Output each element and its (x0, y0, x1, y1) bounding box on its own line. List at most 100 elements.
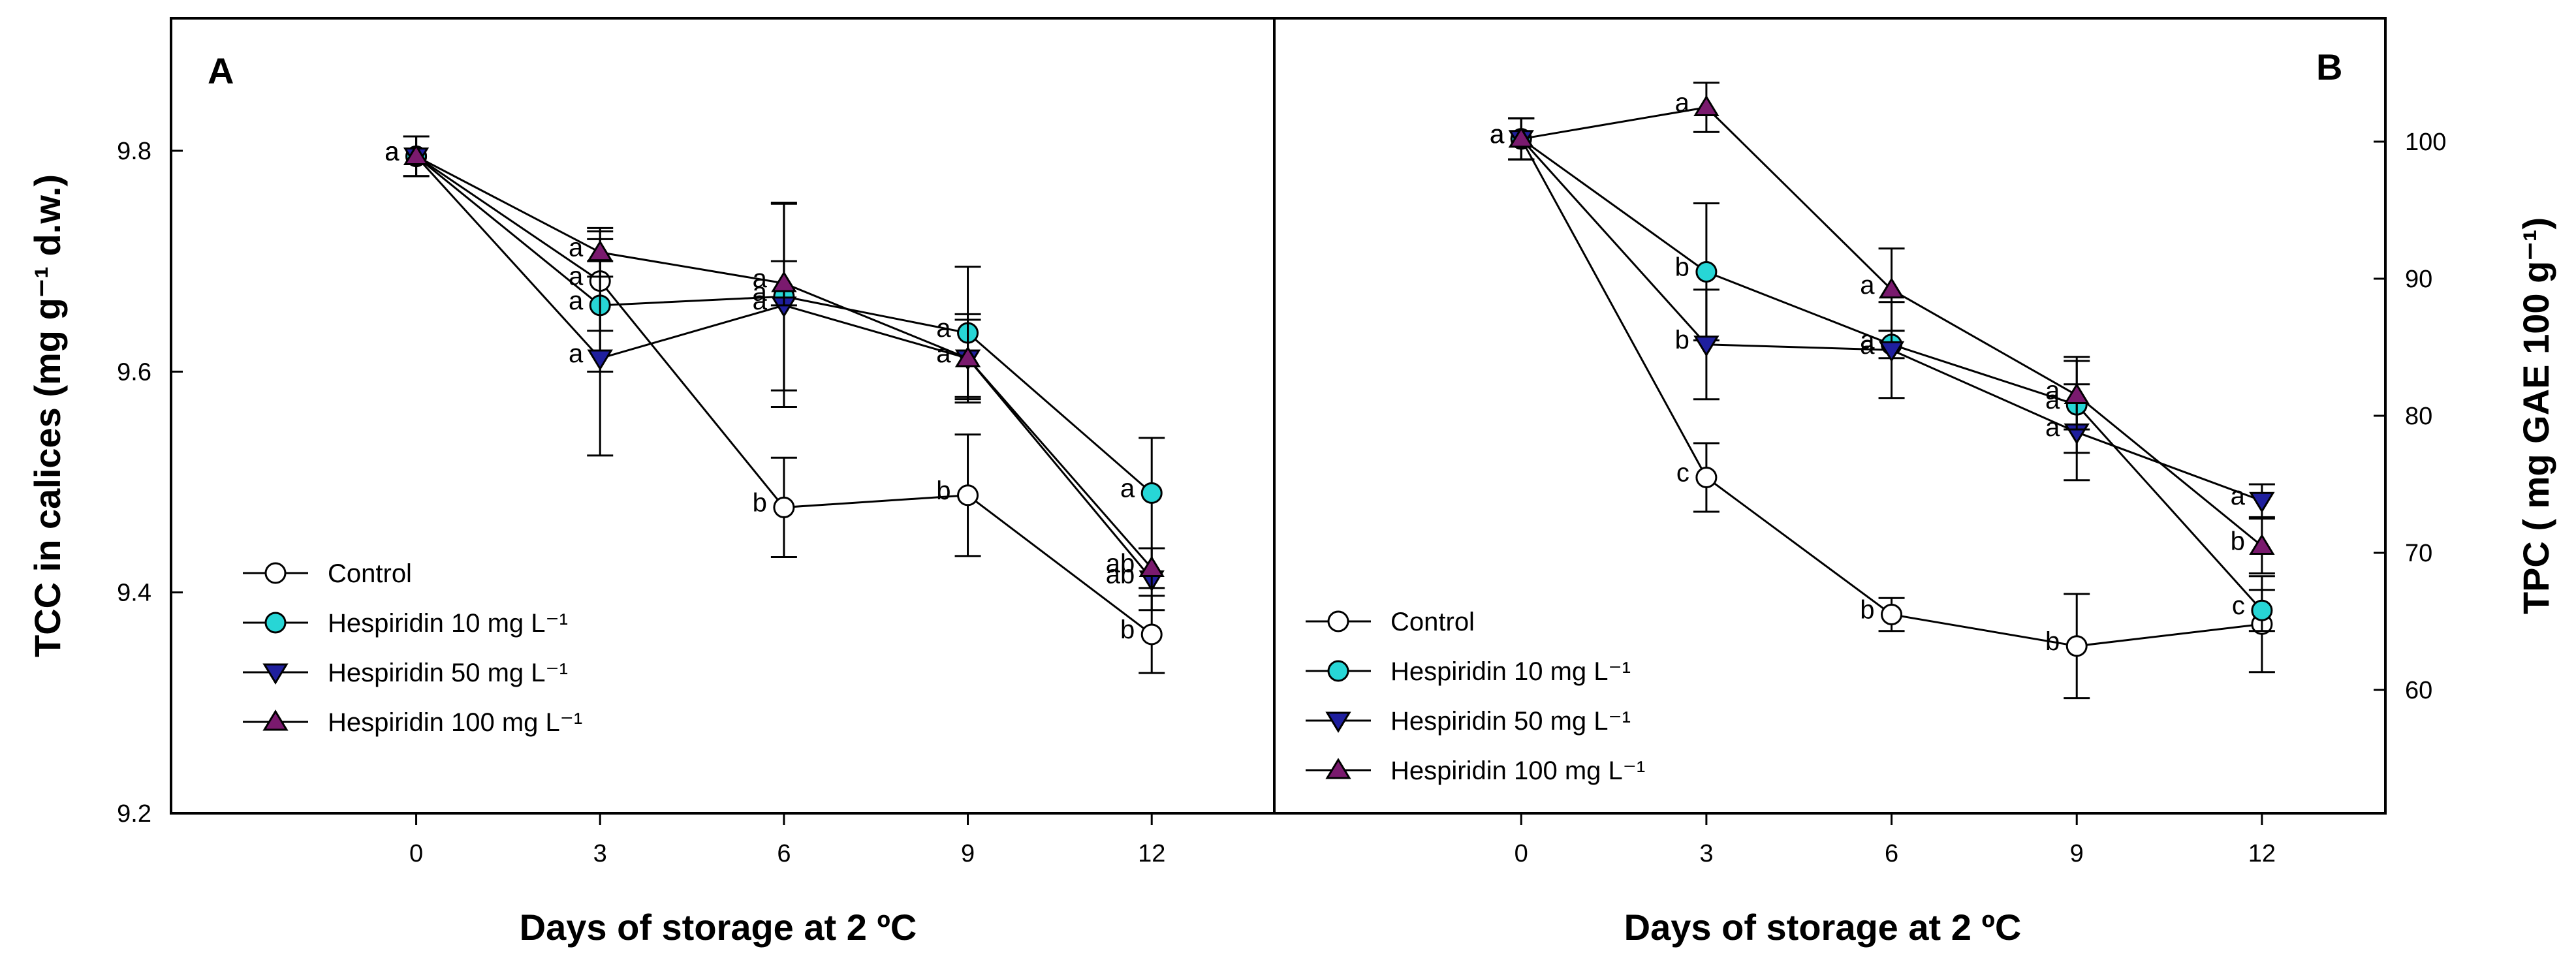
significance-letter: b (2045, 627, 2060, 656)
legend-marker (1327, 610, 1349, 632)
significance-letter: a (385, 137, 400, 166)
data-point (1693, 335, 1720, 357)
significance-letter: b (1675, 326, 1689, 354)
data-point (2251, 599, 2273, 621)
data-point (2249, 491, 2275, 514)
data-point (1878, 277, 1905, 299)
data-point (2249, 533, 2275, 555)
significance-letter: a (569, 234, 584, 262)
data-point (1878, 341, 1905, 363)
data-point (2066, 635, 2088, 657)
legend-label: Control (328, 559, 412, 588)
legend-marker (1325, 758, 1351, 779)
significance-letter: a (385, 137, 400, 166)
legend-label: Hespiridin 100 mg L⁻¹ (1390, 756, 1645, 785)
panel-a-x-axis-title: Days of storage at 2 ºC (520, 907, 917, 948)
significance-letter: a (569, 287, 584, 315)
x-tick-label: 12 (2248, 840, 2276, 867)
legend-marker (262, 663, 289, 685)
significance-letter: a (753, 287, 768, 315)
significance-letter: c (1676, 459, 1689, 488)
legend-label: Hespiridin 50 mg L⁻¹ (1390, 707, 1631, 736)
legend: Control Hespiridin 10 mg L⁻¹ Hespiridin 50… (1306, 608, 1645, 785)
x-tick-label: 0 (409, 840, 423, 867)
data-point (954, 346, 981, 367)
x-tick-label: 9 (2070, 840, 2084, 867)
significance-letter: b (1675, 253, 1689, 282)
significance-letter: a (1490, 120, 1505, 149)
data-point (1693, 95, 1720, 116)
data-point (2064, 382, 2090, 404)
legend-marker (264, 562, 287, 584)
panel-a-letter: A (208, 50, 234, 91)
legend-marker (1327, 660, 1349, 682)
significance-letter: b (936, 476, 950, 505)
significance-letter: a (1490, 120, 1505, 149)
panel-b-y-axis-title: TPC ( mg GAE 100 g⁻¹) (2515, 217, 2556, 614)
data-point (1695, 261, 1718, 283)
y-tick-label: 70 (2405, 540, 2432, 567)
significance-letter: a (936, 339, 951, 368)
significance-letter: a (1675, 89, 1690, 117)
x-tick-label: 9 (961, 840, 975, 867)
legend-label: Control (1390, 608, 1475, 636)
significance-letter: a (2231, 482, 2246, 510)
data-point (1508, 126, 1534, 148)
data-point (587, 349, 613, 371)
data-point (1140, 623, 1163, 646)
data-point (1139, 555, 1165, 577)
significance-letter: b (753, 488, 767, 517)
significance-letter: a (1860, 271, 1875, 300)
significance-letter: b (1860, 596, 1874, 625)
significance-letter: a (385, 137, 400, 166)
data-point (1695, 467, 1718, 488)
legend-label: Hespiridin 100 mg L⁻¹ (328, 708, 582, 737)
significance-letter: a (1490, 120, 1505, 149)
data-point (773, 496, 795, 518)
x-tick-label: 0 (1515, 840, 1528, 867)
y-tick-label: 9.6 (117, 358, 151, 386)
significance-letter: a (385, 137, 400, 166)
data-point (403, 144, 430, 165)
panel-b-frame (1273, 17, 2387, 815)
y-tick-label: 80 (2405, 403, 2432, 430)
y-tick-label: 60 (2405, 677, 2432, 704)
significance-letter: a (1860, 331, 1875, 360)
significance-letter: a (569, 339, 584, 368)
data-point (587, 240, 613, 262)
legend-label: Hespiridin 50 mg L⁻¹ (328, 659, 568, 687)
legend: Control Hespiridin 10 mg L⁻¹ Hespiridin 50… (243, 559, 582, 737)
legend-marker (264, 612, 287, 634)
y-tick-label: 90 (2405, 266, 2432, 293)
significance-letter: a (2045, 386, 2060, 414)
data-point (771, 271, 797, 292)
legend-label: Hespiridin 10 mg L⁻¹ (328, 609, 568, 638)
significance-letter: a (1860, 326, 1875, 354)
data-point (1881, 604, 1903, 625)
significance-letter: b (2231, 527, 2245, 556)
panel-a-y-axis-title: TCC in calices (mg g⁻¹ d.w.) (27, 174, 68, 657)
x-tick-label: 6 (1885, 840, 1898, 867)
significance-letter: c (2232, 591, 2245, 620)
legend-marker (1325, 711, 1351, 733)
y-tick-label: 9.2 (117, 800, 151, 828)
legend-marker (262, 709, 289, 731)
significance-letter: a (2045, 377, 2060, 405)
y-tick-label: 9.4 (117, 580, 151, 607)
significance-letter: b (1120, 615, 1135, 644)
data-point (957, 484, 979, 506)
significance-letter: ab (1106, 560, 1135, 589)
significance-letter: a (1120, 474, 1135, 503)
significance-letter: ab (1106, 549, 1135, 578)
significance-letter: a (753, 264, 768, 293)
panel-b-x-axis-title: Days of storage at 2 ºC (1624, 907, 2022, 948)
x-tick-label: 3 (1699, 840, 1713, 867)
x-tick-label: 3 (593, 840, 607, 867)
data-point (1140, 482, 1163, 504)
x-tick-label: 12 (1138, 840, 1165, 867)
panel-a-frame (170, 17, 1276, 815)
